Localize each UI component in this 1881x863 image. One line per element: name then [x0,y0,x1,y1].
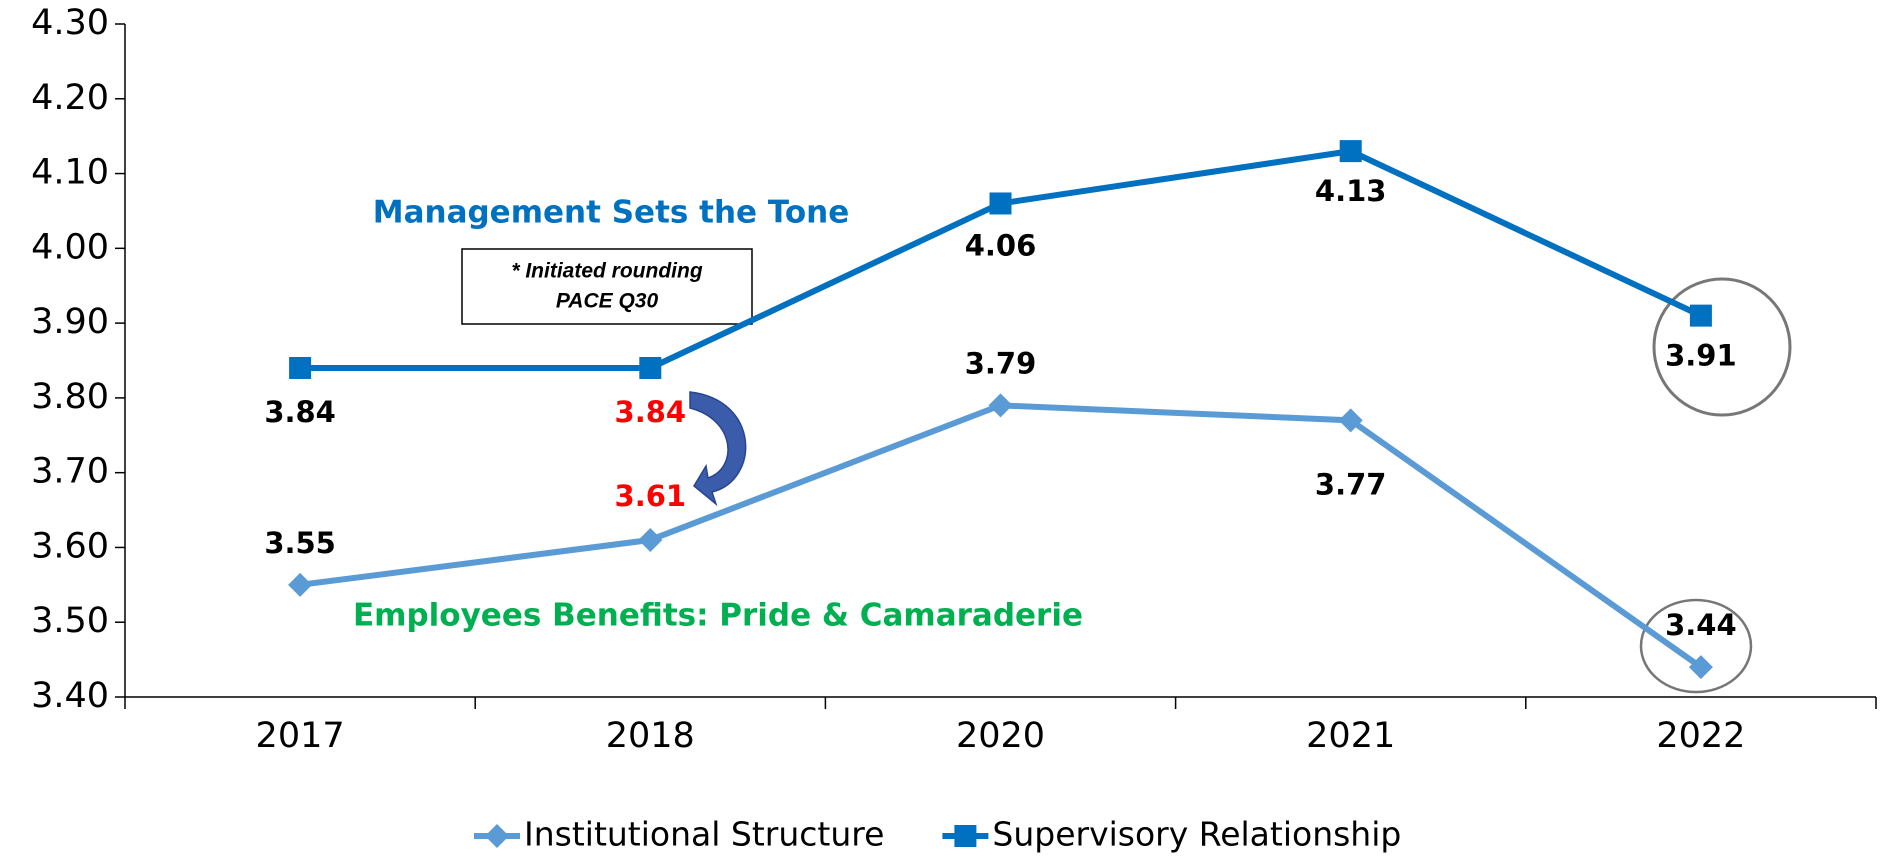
curved-arrow [689,391,747,507]
x-tick-label: 2022 [1656,716,1745,756]
legend-label: Supervisory Relationship [992,815,1401,854]
legend-label: Institutional Structure [524,815,884,854]
y-tick-label: 4.00 [31,227,109,267]
highlight-circle [1652,277,1792,417]
y-tick-label: 3.60 [31,526,109,566]
data-label: 3.77 [1315,467,1387,501]
y-tick-label: 3.40 [31,676,109,716]
x-tick-label: 2021 [1306,716,1395,756]
data-label: 3.44 [1665,608,1737,642]
y-tick-label: 4.10 [31,153,109,193]
data-point [989,192,1012,215]
highlight-circle [1639,598,1753,694]
data-point [288,572,313,597]
data-label: 3.84 [264,395,336,429]
data-label: 4.13 [1315,174,1387,208]
note-box [461,248,753,325]
data-point [289,356,312,379]
annotation-employees: Employees Benefits: Pride & Camaraderie [353,598,1083,634]
data-label: 3.55 [264,526,336,560]
y-tick-label: 3.50 [31,601,109,641]
data-point [1338,408,1363,433]
y-tick-label: 4.20 [31,78,109,118]
x-tick-label: 2017 [256,716,345,756]
data-point [1339,140,1362,163]
data-label: 3.79 [965,346,1037,380]
data-label: 3.61 [615,479,687,513]
data-point [1689,304,1712,327]
data-label: 3.84 [615,395,687,429]
y-tick-label: 4.30 [31,3,109,43]
data-point [638,527,663,552]
note-text: PACE Q30 [556,290,659,313]
legend-marker [954,825,977,847]
data-label: 3.91 [1665,339,1737,373]
data-point [1688,655,1713,680]
legend-marker [485,824,509,848]
y-tick-label: 3.90 [31,302,109,342]
annotation-management: Management Sets the Tone [373,195,850,231]
x-tick-label: 2020 [956,716,1045,756]
data-point [988,393,1013,418]
y-tick-label: 3.80 [31,377,109,417]
y-tick-label: 3.70 [31,452,109,492]
x-tick-label: 2018 [606,716,695,756]
data-label: 4.06 [965,228,1037,262]
note-text: * Initiated rounding [511,260,702,283]
data-point [639,356,662,379]
